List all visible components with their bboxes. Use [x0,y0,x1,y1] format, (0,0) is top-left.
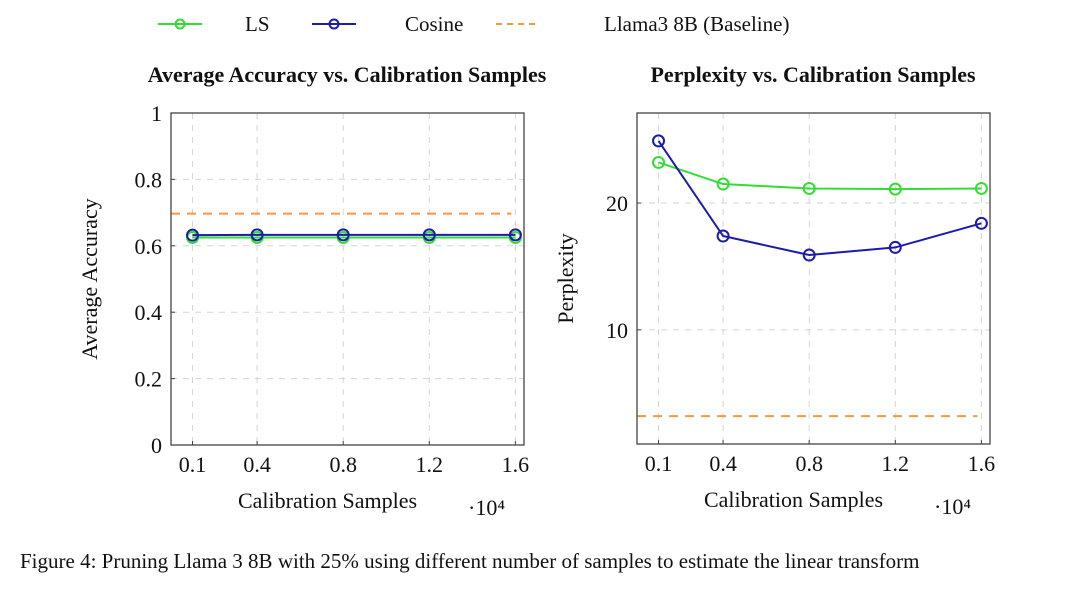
data-point-ls [716,177,730,191]
legend-label: LS [245,12,270,36]
data-point-ls [888,182,902,196]
plot-frame [170,112,525,446]
y-tick-label: 20 [606,191,628,216]
y-tick-label: 0.2 [135,367,163,392]
plot-frame [636,112,991,445]
data-point-cosine [336,228,350,242]
x-tick-label: 1.6 [502,452,530,477]
x-axis-scale-label: ·10⁴ [934,494,971,519]
legend-label: Llama3 8B (Baseline) [604,12,789,36]
data-point-cosine [716,229,730,243]
series-line-ls [658,161,982,191]
y-tick-label: 0.8 [135,167,163,192]
legend-swatch-marker [328,18,340,30]
x-tick-label: 0.1 [645,451,673,476]
data-point-cosine [250,228,264,242]
data-point-cosine [422,228,436,242]
legend: LS Cosine Llama3 8B (Baseline) [158,12,789,36]
data-point-ls [652,155,666,169]
x-tick-label: 0.8 [329,452,357,477]
legend-item: Llama3 8B (Baseline) [496,12,789,36]
x-axis-scale-label: ·10⁴ [468,495,505,520]
x-tick-label: 0.8 [795,451,823,476]
data-point-ls [802,181,816,195]
x-tick-label: 1.2 [882,451,910,476]
data-point-cosine [508,228,522,242]
x-tick-label: 0.4 [709,451,737,476]
figure: LS Cosine Llama3 8B (Baseline) Average Accu… [77,12,995,520]
y-tick-label: 0 [151,433,162,458]
y-tick-label: 0.6 [135,234,163,259]
chart-2: Perplexity vs. Calibration Samples 0.1 0.4… [553,62,995,519]
x-axis-label: Calibration Samples [704,487,883,512]
data-point-cosine [186,228,200,242]
x-axis-label: Calibration Samples [238,488,417,513]
y-tick-label: 0.4 [135,300,163,325]
data-point-cosine [888,240,902,254]
figure-caption: Figure 4: Pruning Llama 3 8B with 25% us… [20,549,920,573]
legend-swatch-marker [174,18,186,30]
legend-label: Cosine [405,12,463,36]
data-point-ls [974,181,988,195]
legend-item: LS [158,12,270,36]
y-tick-label: 10 [606,318,628,343]
data-point-cosine [974,216,988,230]
chart-title: Perplexity vs. Calibration Samples [650,62,976,87]
y-axis-label: Perplexity [553,233,578,323]
data-point-cosine [652,134,666,148]
chart-1: Average Accuracy vs. Calibration Samples… [77,62,547,520]
y-axis-label: Average Accuracy [77,198,102,359]
x-tick-label: 0.1 [179,452,207,477]
data-point-cosine [802,248,816,262]
x-tick-label: 1.2 [416,452,444,477]
x-tick-label: 1.6 [968,451,996,476]
legend-item: Cosine [312,12,463,36]
chart-title: Average Accuracy vs. Calibration Samples [148,62,547,87]
series-line-cosine [657,140,982,257]
x-tick-label: 0.4 [243,452,271,477]
y-tick-label: 1 [151,101,162,126]
